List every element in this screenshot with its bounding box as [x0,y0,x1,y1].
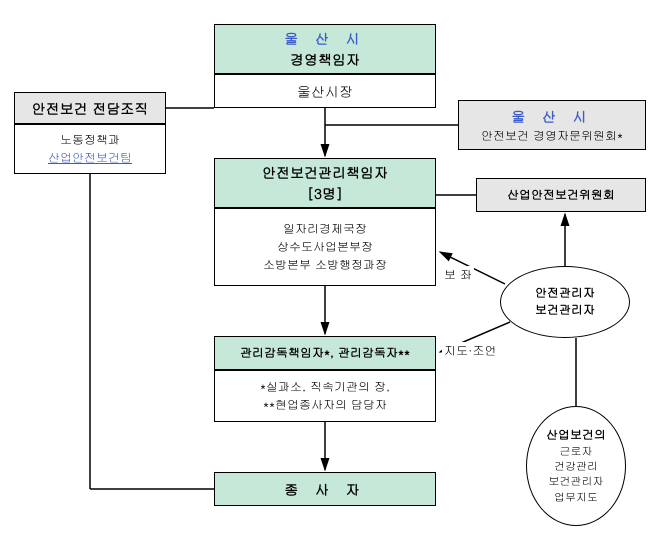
top-city: 울 산 시 [284,28,365,49]
ellipse-managers: 안전관리자 보건관리자 [500,266,630,338]
super-header: 관리감독책임자*, 관리감독자** [214,336,436,370]
ell1-line2: 보건관리자 [535,302,595,319]
super-title: 관리감독책임자*, 관리감독자** [240,344,410,362]
label-guide: 지도·조언 [442,342,499,359]
left-org-line1: 노동정책과 [60,131,120,149]
ell1-line1: 안전관리자 [535,285,595,302]
top-header: 울 산 시 경영책임자 [214,24,436,74]
top-sub-text: 울산시장 [297,81,353,102]
ell2-l3: 보건관리자 [549,474,604,489]
right-advisory-title: 안전보건 경영자문위원회* [481,127,623,145]
mgr-line2: 상수도사업본부장 [277,238,373,256]
committee-box: 산업안전보건위원회 [476,178,646,212]
mgr-line1: 일자리경제국장 [283,220,367,238]
left-org-sub: 노동정책과 산업안전보건팀 [14,124,166,174]
ell2-l1: 근로자 [560,444,593,459]
right-advisory-city: 울 산 시 [511,106,592,127]
right-advisory: 울 산 시 안전보건 경영자문위원회* [458,100,646,150]
super-line2: **현업종사자의 담당자 [263,396,387,414]
mgr-sub: 일자리경제국장 상수도사업본부장 소방본부 소방행정과장 [214,208,436,286]
top-role: 경영책임자 [290,49,360,70]
ell2-title: 산업보건의 [546,427,606,444]
left-org-line2: 산업안전보건팀 [48,149,132,167]
ellipse-health: 산업보건의 근로자 건강관리 보건관리자 업무지도 [526,406,626,526]
top-sub: 울산시장 [214,74,436,108]
bottom-box: 종 사 자 [214,472,436,506]
ell2-l2: 건강관리 [554,459,598,474]
bottom-title: 종 사 자 [284,479,365,500]
mgr-header: 안전보건관리책임자 [3명] [214,158,436,208]
label-assist: 보 좌 [442,266,474,283]
left-org-title: 안전보건 전담조직 [32,98,149,119]
mgr-title2: [3명] [307,183,343,204]
committee-title: 산업안전보건위원회 [507,186,615,204]
super-line1: *실과소, 직속기관의 장, [260,378,390,396]
super-sub: *실과소, 직속기관의 장, **현업종사자의 담당자 [214,370,436,422]
mgr-line3: 소방본부 소방행정과장 [263,256,387,274]
ell2-l4: 업무지도 [554,490,598,505]
left-org-header: 안전보건 전담조직 [14,92,166,124]
mgr-title1: 안전보건관리책임자 [262,162,388,183]
